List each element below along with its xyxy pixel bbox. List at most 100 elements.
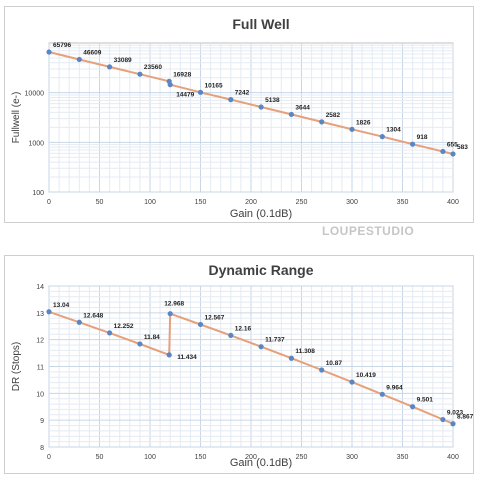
data-label: 9.023: [447, 410, 464, 417]
data-label: 10165: [205, 82, 223, 89]
data-label: 10.87: [326, 360, 343, 367]
x-tick-label: 0: [47, 199, 51, 206]
data-point: [228, 97, 234, 103]
data-label: 1304: [386, 127, 401, 134]
data-label: 7242: [235, 90, 250, 97]
data-point: [167, 82, 173, 88]
x-tick-label: 300: [346, 199, 358, 206]
data-label: 1826: [356, 119, 371, 126]
data-point: [349, 379, 355, 385]
x-tick-label: 350: [397, 199, 409, 206]
data-point: [349, 126, 355, 132]
y-tick-label: 9: [40, 418, 44, 425]
data-label: 16928: [173, 71, 191, 78]
data-point: [137, 71, 143, 77]
y-tick-label: 1000: [28, 140, 44, 147]
dynamic-range-chart: Dynamic Range Gain (0.1dB) DR (Stops) 0 50 10…: [11, 262, 473, 469]
series-line: [48, 51, 454, 155]
data-label: 583: [457, 144, 468, 151]
data-label: 11.434: [177, 354, 197, 361]
data-point: [410, 141, 416, 147]
data-label: 11.84: [144, 334, 160, 341]
data-label: 23560: [144, 64, 162, 71]
x-tick-label: 150: [195, 199, 207, 206]
x-tick-label: 0: [47, 454, 51, 461]
data-point: [450, 151, 456, 157]
x-tick-label: 50: [96, 454, 104, 461]
data-point: [379, 134, 385, 140]
y-tick-label: 10000: [25, 91, 45, 98]
data-point: [46, 49, 52, 55]
data-point: [228, 332, 234, 338]
data-label: 12.968: [164, 301, 184, 308]
y-axis-label: DR (Stops): [11, 342, 22, 391]
data-point: [440, 148, 446, 155]
data-point: [410, 404, 416, 410]
dynamic-range-chart-panel: Dynamic Range Gain (0.1dB) DR (Stops) 0 50 10…: [4, 255, 474, 474]
data-label: 12.252: [114, 323, 134, 330]
data-label: 13.04: [53, 302, 70, 309]
y-tick-label: 12: [36, 338, 44, 345]
full-well-chart-panel: Full Well Gain (0.1dB) Fullwell (e-) 0 50 100…: [4, 6, 474, 223]
data-point: [319, 367, 325, 373]
data-point: [379, 391, 385, 397]
data-point: [137, 341, 143, 347]
y-tick-label: 13: [36, 311, 44, 318]
data-label: 14479: [176, 92, 194, 99]
data-point: [197, 89, 204, 95]
data-point: [450, 421, 456, 427]
data-point: [288, 111, 294, 118]
data-point: [107, 330, 113, 336]
data-label: 5138: [265, 97, 280, 104]
data-label: 10.419: [356, 372, 376, 379]
data-label: 918: [417, 134, 428, 141]
data-point: [46, 309, 52, 315]
y-tick-label: 8: [40, 445, 44, 452]
x-tick-label: 350: [397, 454, 409, 461]
x-axis-label: Gain (0.1dB): [230, 457, 292, 469]
data-label: 11.737: [265, 337, 285, 344]
data-label: 12.567: [205, 314, 225, 321]
data-point: [76, 319, 82, 325]
data-label: 33089: [114, 57, 132, 64]
data-label: 655: [447, 141, 458, 148]
data-point: [319, 119, 325, 125]
full-well-chart: Full Well Gain (0.1dB) Fullwell (e-) 0 50 100…: [11, 16, 468, 220]
data-label: 9.964: [386, 384, 403, 391]
data-label: 8.867: [457, 414, 473, 421]
data-label: 11.308: [295, 348, 315, 355]
x-tick-label: 250: [296, 199, 308, 206]
data-point: [167, 311, 173, 317]
data-point: [258, 104, 264, 110]
data-label: 65796: [53, 42, 71, 49]
chart-title: Full Well: [232, 16, 289, 32]
data-label: 12.648: [83, 312, 103, 319]
data-point: [166, 352, 172, 358]
data-point: [107, 64, 113, 70]
x-tick-label: 200: [245, 199, 257, 206]
data-label: 12.16: [235, 325, 252, 332]
x-tick-label: 100: [144, 454, 156, 461]
chart-title: Dynamic Range: [208, 262, 313, 278]
data-label: 9.501: [417, 397, 434, 404]
x-axis-label: Gain (0.1dB): [230, 208, 292, 220]
x-tick-label: 400: [447, 199, 459, 206]
series-line: [48, 310, 454, 425]
y-tick-label: 14: [36, 284, 44, 291]
data-point: [197, 321, 204, 328]
x-tick-label: 250: [296, 454, 308, 461]
x-tick-label: 100: [144, 199, 156, 206]
x-tick-label: 200: [245, 454, 257, 461]
y-axis-label: Fullwell (e-): [11, 92, 22, 144]
x-tick-label: 150: [195, 454, 207, 461]
data-point: [440, 416, 446, 423]
data-point: [258, 344, 264, 350]
y-tick-label: 10: [36, 391, 44, 398]
watermark-logo: LOUPESTUDIO: [322, 224, 415, 238]
x-tick-label: 300: [346, 454, 358, 461]
y-tick-label: 100: [32, 190, 44, 197]
data-label: 46609: [83, 49, 101, 56]
y-tick-label: 11: [37, 365, 44, 372]
data-label: 3644: [295, 104, 310, 111]
data-point: [288, 355, 294, 361]
